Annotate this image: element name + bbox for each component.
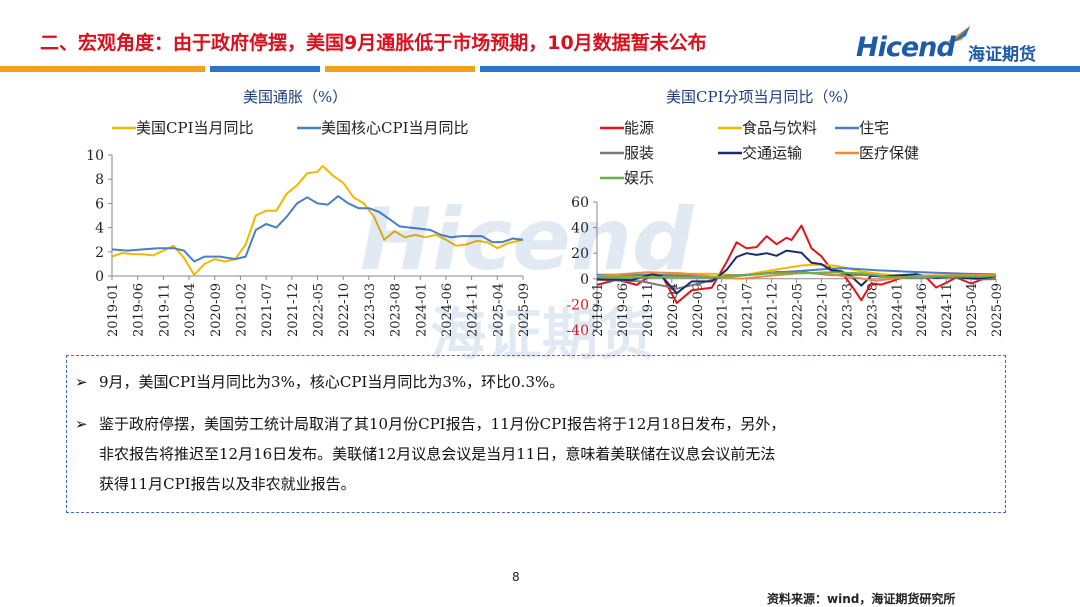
y-tick-label: -40	[566, 323, 589, 339]
bullet-arrow-icon: ➢	[75, 373, 88, 391]
x-tick-label: 2022-05	[312, 283, 327, 337]
x-tick-label: 2025-09	[517, 283, 532, 337]
series-line	[597, 267, 997, 278]
series-line	[111, 164, 524, 276]
x-tick-label: 2022-10	[337, 283, 352, 337]
x-tick-label: 2024-01	[890, 283, 905, 337]
series-line	[111, 195, 524, 263]
bullet-arrow-icon: ➢	[75, 415, 88, 433]
x-tick-label: 2022-10	[815, 283, 830, 337]
chart-title-cpi-components: 美国CPI分项当月同比（%）	[666, 88, 858, 106]
x-tick-label: 2025-04	[491, 283, 506, 337]
x-tick-label: 2023-08	[389, 283, 404, 337]
x-tick-label: 2021-12	[286, 283, 301, 337]
logo-company-text: 海证期货	[968, 45, 1036, 65]
x-tick-label: 2024-06	[440, 283, 455, 337]
x-tick-label: 2019-06	[616, 283, 631, 337]
note-line: 非农报告将推迟至12月16日发布。美联储12月议息会议是当月11日，意味着美联储…	[99, 445, 776, 463]
x-tick-label: 2019-01	[106, 283, 121, 337]
y-tick-label: 6	[95, 196, 104, 212]
series-line	[596, 271, 997, 279]
x-tick-label: 2021-12	[766, 283, 781, 337]
x-tick-label: 2023-03	[840, 283, 855, 337]
x-tick-label: 2020-04	[183, 283, 198, 337]
source-note: 资料来源：wind，海证期货研究所	[767, 592, 956, 606]
x-tick-label: 2024-11	[466, 283, 481, 337]
cpi-components-chart: -40 -20 0 20 40 60 2019-01 2019-06 2019-11 2020-0…	[566, 119, 1005, 339]
x-tick-label: 2019-11	[157, 283, 172, 337]
company-logo: Hicend 海证期货	[850, 26, 1050, 70]
logo-wing-icon	[944, 26, 970, 44]
y-tick-label: -20	[566, 297, 589, 313]
legend-label: 能源	[624, 119, 654, 137]
x-tick-label: 2023-08	[865, 283, 880, 337]
x-tick-label: 2020-09	[691, 283, 706, 337]
legend-label: 医疗保健	[859, 144, 919, 162]
x-tick-label: 2019-06	[132, 283, 147, 337]
logo-brand-text: Hicend	[856, 32, 956, 63]
x-tick-label: 2019-11	[641, 283, 656, 337]
legend-label: 食品与饮料	[742, 119, 817, 137]
y-tick-label: 40	[571, 221, 589, 237]
legend-label: 美国核心CPI当月同比	[321, 119, 469, 137]
x-tick-label: 2021-07	[741, 283, 756, 337]
x-tick-label: 2025-09	[990, 283, 1005, 337]
x-tick-label: 2021-02	[716, 283, 731, 337]
chart-title-us-inflation: 美国通胀（%）	[243, 88, 348, 106]
x-tick-label: 2021-07	[260, 283, 275, 337]
us-inflation-chart: 0 2 4 6 8 10 2019-01 2019-06 2019-11 2020-04 2020-…	[86, 119, 532, 337]
legend-label: 娱乐	[624, 169, 654, 187]
x-tick-label: 2024-11	[940, 283, 955, 337]
y-tick-label: 0	[580, 272, 589, 288]
x-tick-label: 2022-05	[791, 283, 806, 337]
legend-label: 住宅	[859, 119, 889, 137]
y-tick-label: 4	[95, 221, 104, 237]
note-line: 鉴于政府停摆，美国劳工统计局取消了其10月份CPI报告，11月份CPI报告将于1…	[99, 415, 786, 433]
x-tick-label: 2024-06	[915, 283, 930, 337]
y-tick-label: 2	[95, 245, 104, 261]
legend-label: 美国CPI当月同比	[136, 119, 254, 137]
header-color-bar	[0, 66, 1080, 72]
x-tick-label: 2021-02	[234, 283, 249, 337]
x-tick-label: 2024-01	[414, 283, 429, 337]
y-tick-label: 10	[86, 148, 104, 164]
series-line	[596, 224, 997, 304]
note-line: 9月，美国CPI当月同比为3%，核心CPI当月同比为3%，环比0.3%。	[99, 373, 565, 391]
x-tick-label: 2020-09	[209, 283, 224, 337]
note-line: 获得11月CPI报告以及非农就业报告。	[99, 475, 356, 493]
slide-title: 二、宏观角度：由于政府停摆，美国9月通胀低于市场预期，10月数据暂未公布	[40, 32, 707, 54]
y-tick-label: 60	[571, 195, 589, 211]
x-tick-label: 2025-04	[965, 283, 980, 337]
x-tick-label: 2020-04	[666, 283, 681, 337]
y-tick-label: 0	[95, 269, 104, 285]
x-tick-label: 2023-03	[363, 283, 378, 337]
notes-box: ➢ 9月，美国CPI当月同比为3%，核心CPI当月同比为3%，环比0.3%。 ➢…	[66, 355, 1006, 513]
legend-label: 交通运输	[742, 144, 802, 162]
y-tick-label: 20	[571, 246, 589, 262]
y-tick-label: 8	[95, 172, 104, 188]
page-number: 8	[512, 570, 520, 584]
x-tick-label: 2019-01	[591, 283, 606, 337]
legend-label: 服装	[624, 144, 654, 162]
